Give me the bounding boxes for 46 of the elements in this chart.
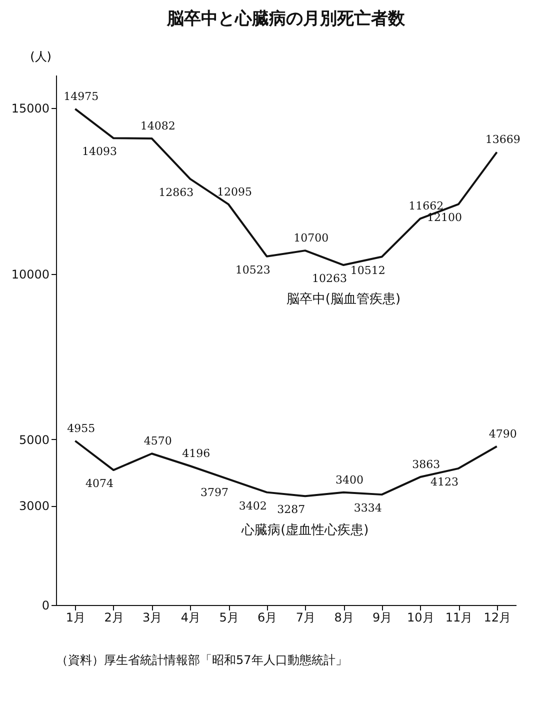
- x-tick-label: 3月: [142, 610, 162, 624]
- data-label: 14975: [64, 90, 99, 103]
- y-tick-label: 0: [42, 598, 50, 612]
- x-tick-label: 5月: [219, 610, 239, 624]
- data-label: 3334: [354, 502, 382, 515]
- text: 心臓病(虚血性心疾患): [240, 522, 369, 538]
- data-label: 4196: [182, 447, 210, 460]
- data-label: 4074: [86, 477, 114, 490]
- data-label: 10512: [350, 264, 386, 277]
- data-label: 13669: [485, 133, 520, 146]
- y-tick-label: 5000: [18, 432, 50, 447]
- data-label: 10523: [235, 263, 270, 276]
- data-label: 10700: [294, 232, 329, 245]
- chart-title: 脳卒中と心臓病の月別死亡者数: [166, 9, 406, 29]
- x-tick-label: 1月: [66, 610, 86, 624]
- x-tick-label: 9月: [372, 610, 392, 624]
- data-label: 4790: [488, 427, 517, 440]
- y-tick-label: 3000: [18, 499, 50, 514]
- data-label: 10263: [312, 272, 347, 286]
- data-label: 12863: [158, 186, 194, 199]
- data-label: 3400: [336, 473, 364, 486]
- data-label: 4123: [430, 475, 458, 488]
- x-tick-label: 12月: [484, 610, 511, 624]
- data-label: 14093: [82, 145, 117, 158]
- x-tick-label: 10月: [407, 610, 434, 624]
- x-tick-label: 11月: [445, 610, 473, 624]
- x-tick-label: 4月: [180, 610, 200, 624]
- text: 脳卒中(脳血管疾患): [286, 292, 401, 308]
- data-label: 12100: [427, 211, 462, 224]
- x-tick-label: 2月: [104, 610, 124, 624]
- data-label: 3287: [277, 503, 306, 516]
- text: （資料）厚生省統計情報部「昭和57年人口動態統計」: [56, 653, 348, 667]
- data-label: 4570: [144, 434, 172, 448]
- data-label: 3797: [200, 486, 228, 500]
- data-label: 14082: [140, 120, 176, 133]
- data-label: 3863: [412, 458, 440, 472]
- y-axis-title: (人): [30, 50, 52, 64]
- x-tick-label: 6月: [258, 610, 278, 624]
- y-tick-label: 10000: [11, 267, 50, 282]
- x-tick-label: 7月: [296, 610, 316, 624]
- data-label: 12095: [217, 185, 252, 198]
- x-tick-label: 8月: [334, 610, 354, 624]
- data-label: 3402: [238, 499, 267, 512]
- data-label: 11662: [408, 200, 444, 213]
- y-tick-label: 15000: [11, 102, 50, 116]
- data-label: 4955: [67, 422, 96, 435]
